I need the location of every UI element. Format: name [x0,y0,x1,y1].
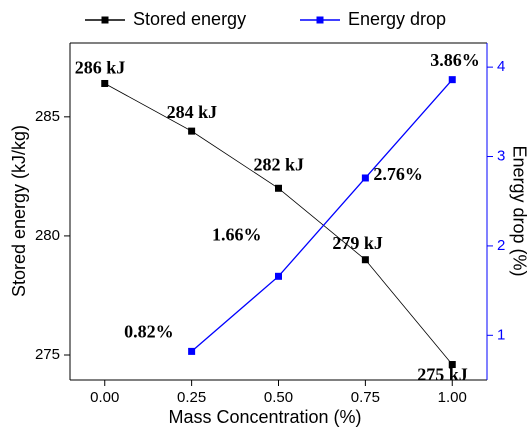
y2-tick-label: 3 [497,147,505,164]
y-tick-label: 275 [35,346,60,363]
legend-label: Stored energy [133,9,246,29]
data-point [101,79,109,87]
x-tick-label: 0.75 [351,389,380,406]
data-label: 279 kJ [332,233,383,253]
legend-marker [101,16,109,24]
series-line [191,79,453,352]
x-axis-label: Mass Concentration (%) [168,407,361,427]
data-label: 275 kJ [417,365,468,385]
y-axis-label: Stored energy (kJ/kg) [9,125,29,297]
y2-tick-label: 1 [497,326,505,343]
y2-tick-label: 4 [497,58,505,75]
x-tick-label: 0.00 [90,389,119,406]
data-point [275,184,282,192]
y2-tick-label: 2 [497,237,505,254]
y-tick-label: 285 [35,108,60,125]
data-point [188,127,196,135]
x-tick-label: 0.25 [177,389,206,406]
data-label: 284 kJ [167,102,218,122]
y-tick-label: 280 [35,227,60,244]
data-point [448,76,456,84]
data-label: 1.66% [212,224,262,244]
x-tick-label: 0.50 [264,389,293,406]
data-point [361,256,369,264]
data-label: 286 kJ [75,58,126,78]
legend-marker [316,16,324,24]
data-label: 0.82% [124,322,174,342]
legend-label: Energy drop [348,9,446,29]
data-label: 282 kJ [254,154,305,174]
data-point [188,347,196,355]
data-point [361,174,369,182]
data-label: 3.86% [430,50,480,70]
data-point [275,272,282,280]
y2-axis-label: Energy drop (%) [509,145,529,276]
data-point [448,361,456,369]
data-label: 2.76% [373,164,423,184]
x-tick-label: 1.00 [438,389,467,406]
